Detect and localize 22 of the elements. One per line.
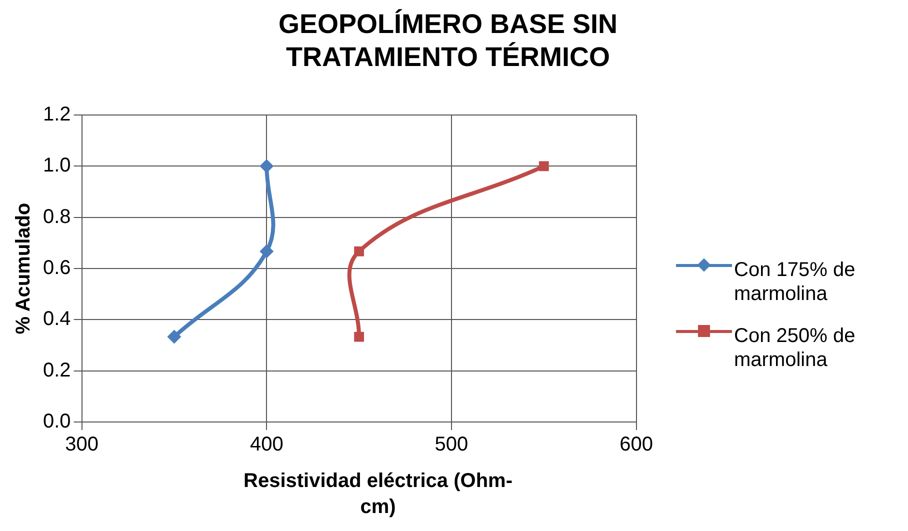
point xyxy=(538,161,549,172)
x-tick-label: 500 xyxy=(434,434,468,456)
point xyxy=(354,246,364,256)
y-tick-label: 1.2 xyxy=(42,104,71,126)
x-axis-title: Resistividad eléctrica (Ohm-cm) xyxy=(242,469,514,520)
legend-label: Con 250% de marmolina xyxy=(734,324,856,372)
x-tick-label: 300 xyxy=(65,434,98,456)
point xyxy=(260,159,274,174)
y-tick-label: 0.0 xyxy=(42,410,71,433)
y-tick-label: 0.8 xyxy=(42,206,71,228)
y-tick-label: 0.6 xyxy=(42,257,71,280)
x-tick-label: 400 xyxy=(250,434,284,456)
point xyxy=(354,332,364,342)
point xyxy=(167,330,182,344)
point xyxy=(260,244,274,258)
y-axis-title: % Acumulado xyxy=(12,202,35,334)
y-tick-label: 0.2 xyxy=(42,359,71,382)
legend-label: Con 175% de marmolina xyxy=(734,258,856,306)
x-tick-label: 600 xyxy=(620,434,654,456)
y-tick-label: 1.0 xyxy=(42,154,71,177)
y-tick-label: 0.4 xyxy=(42,308,71,330)
chart-title: GEOPOLÍMERO BASE SIN TRATAMIENTO TÉRMICO xyxy=(277,8,619,74)
